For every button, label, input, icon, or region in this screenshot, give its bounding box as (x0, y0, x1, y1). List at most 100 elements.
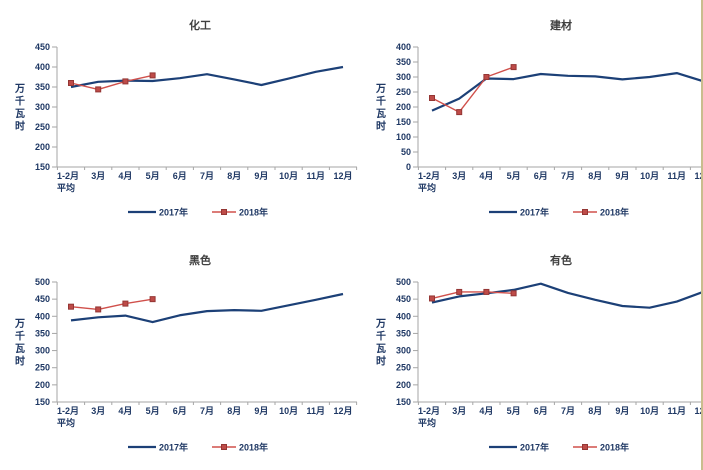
legend-2018-marker (221, 209, 227, 215)
x-tick-label: 4月 (479, 171, 493, 181)
x-tick-label: 4月 (479, 406, 493, 416)
y-tick-label: 350 (396, 328, 411, 338)
legend: 2017年 2018年 (128, 207, 268, 218)
x-tick-label: 6月 (173, 406, 187, 416)
x-tick-label: 7月 (200, 171, 214, 181)
x-tick-label: 5月 (146, 406, 160, 416)
y-tick-label: 150 (396, 397, 411, 407)
series-2018-line (431, 291, 514, 300)
x-tick-label: 4月 (118, 171, 132, 181)
x-tick-label: 6月 (534, 171, 548, 181)
x-tick-label: 10月 (279, 406, 298, 416)
y-axis-label: 万千瓦时 (14, 318, 25, 368)
x-tick-label: 9月 (254, 171, 268, 181)
series-2018-marker (510, 290, 517, 297)
series-2018-marker (122, 300, 129, 307)
x-tick-label: 8月 (227, 171, 241, 181)
x-tick-label: 6月 (173, 171, 187, 181)
y-tick-label: 200 (35, 142, 50, 152)
series-2017-line (431, 71, 703, 112)
x-tick-label: 9月 (615, 406, 629, 416)
y-tick-label: 350 (35, 82, 50, 92)
series-2018-marker (149, 296, 156, 303)
x-tick-label: 12月 (333, 406, 352, 416)
x-tick-label: 5月 (507, 171, 521, 181)
y-tick-label: 200 (396, 380, 411, 390)
x-tick-label: 9月 (615, 171, 629, 181)
x-tick-label: 11月 (307, 406, 326, 416)
x-tick-label: 1-2月平均 (57, 171, 79, 193)
x-tick-label: 8月 (588, 406, 602, 416)
y-tick-label: 350 (396, 57, 411, 67)
series-2018-marker (456, 109, 463, 116)
y-tick-label: 150 (396, 117, 411, 127)
x-tick-label: 3月 (91, 406, 105, 416)
series-2018-marker (456, 288, 463, 295)
y-tick-label: 150 (35, 162, 50, 172)
y-axis-label: 万千瓦时 (375, 83, 386, 133)
y-tick-label: 250 (396, 363, 411, 373)
series-2018-line (70, 298, 153, 311)
series-2018-line (70, 74, 153, 91)
series-2018-marker (483, 288, 490, 295)
x-tick-label: 11月 (307, 171, 326, 181)
y-tick-label: 400 (396, 42, 411, 52)
y-tick-label: 150 (35, 397, 50, 407)
x-tick-label: 12月 (333, 171, 352, 181)
legend-2018-marker (221, 444, 227, 450)
y-tick-label: 100 (396, 132, 411, 142)
x-tick-label: 11月 (668, 406, 687, 416)
y-tick-label: 0 (406, 162, 411, 172)
series-2018-line (431, 66, 514, 113)
chart-chemical: 化工 万千瓦时 450 400 350 300 250 200 150 1-2月平均 3月 4月 5月 6… (0, 0, 360, 235)
x-tick-label: 10月 (640, 171, 659, 181)
x-tick-label: 12月 (694, 406, 703, 416)
y-tick-label: 400 (35, 311, 50, 321)
legend-2018-marker (582, 444, 588, 450)
x-tick-label: 10月 (640, 406, 659, 416)
legend-2018-label: 2018年 (239, 207, 268, 218)
x-tick-label: 3月 (452, 406, 466, 416)
y-tick-label: 300 (396, 72, 411, 82)
chart-title: 黑色 (189, 253, 211, 267)
series-2017-line (70, 65, 344, 89)
y-tick-label: 400 (396, 311, 411, 321)
series-2018-marker (68, 303, 74, 310)
series-2018-marker (510, 64, 517, 71)
y-tick-label: 500 (35, 277, 50, 287)
y-tick-label: 250 (35, 363, 50, 373)
legend-2018-label: 2018年 (239, 442, 268, 453)
x-tick-label: 1-2月平均 (57, 406, 79, 428)
y-tick-label: 450 (35, 42, 50, 52)
series-2018-marker (429, 95, 435, 101)
x-tick-label: 6月 (534, 406, 548, 416)
series-2018-marker (95, 86, 102, 93)
x-tick-label: 7月 (200, 406, 214, 416)
y-tick-label: 300 (35, 346, 50, 356)
y-tick-label: 250 (35, 122, 50, 132)
x-tick-label: 8月 (227, 406, 241, 416)
y-tick-label: 350 (35, 328, 50, 338)
legend-2018-label: 2018年 (600, 207, 629, 218)
y-tick-label: 450 (396, 294, 411, 304)
legend-2018-label: 2018年 (600, 442, 629, 453)
series-2018-marker (95, 306, 102, 313)
y-tick-label: 400 (35, 62, 50, 72)
legend: 2017年 2018年 (128, 442, 268, 453)
y-tick-label: 200 (396, 102, 411, 112)
legend-2017-label: 2017年 (520, 442, 549, 453)
series-2018-marker (149, 72, 156, 79)
series-2018-marker (68, 80, 74, 86)
y-tick-label: 250 (396, 87, 411, 97)
series-2018-marker (429, 295, 435, 302)
legend-2017-label: 2017年 (159, 442, 188, 453)
legend-2018-marker (582, 209, 588, 215)
y-axis-label: 万千瓦时 (375, 318, 386, 368)
y-tick-label: 300 (35, 102, 50, 112)
chart-ferrous: 黑色 万千瓦时 500 450 400 350 300 250 200 150 1-2月平均 3月 4月… (0, 235, 360, 470)
x-tick-label: 7月 (561, 406, 575, 416)
